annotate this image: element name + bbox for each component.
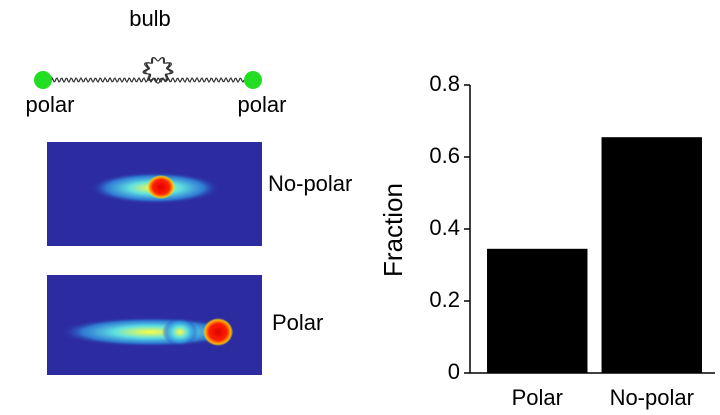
y-tick-label: 0.6 (429, 143, 460, 168)
polar-label: polar (26, 92, 75, 117)
y-tick-label: 0.2 (429, 287, 460, 312)
image-no-polar (47, 142, 262, 246)
bulb-label: bulb (129, 6, 171, 31)
x-tick-label: Polar (512, 385, 563, 410)
polymer-diagram: bulb polar polar (26, 6, 287, 117)
y-axis-label: Fraction (378, 183, 408, 277)
bar (487, 249, 587, 373)
y-tick-label: 0.4 (429, 215, 460, 240)
polar-end (34, 71, 52, 89)
y-tick-label: 0 (448, 359, 460, 384)
y-tick-label: 0.8 (429, 71, 460, 96)
polar-end (244, 71, 262, 89)
image-polar (47, 275, 262, 375)
figure: bulb polar polar No-polar Polar Fraction… (0, 0, 720, 415)
x-tick-label: No-polar (610, 385, 694, 410)
polar-label: polar (238, 92, 287, 117)
image-label: No-polar (268, 171, 352, 196)
image-label: Polar (272, 310, 323, 335)
bar-chart: Fraction 0 0.2 0.4 0.6 0.8 Polar No-polar (378, 71, 715, 410)
bar (602, 137, 702, 373)
